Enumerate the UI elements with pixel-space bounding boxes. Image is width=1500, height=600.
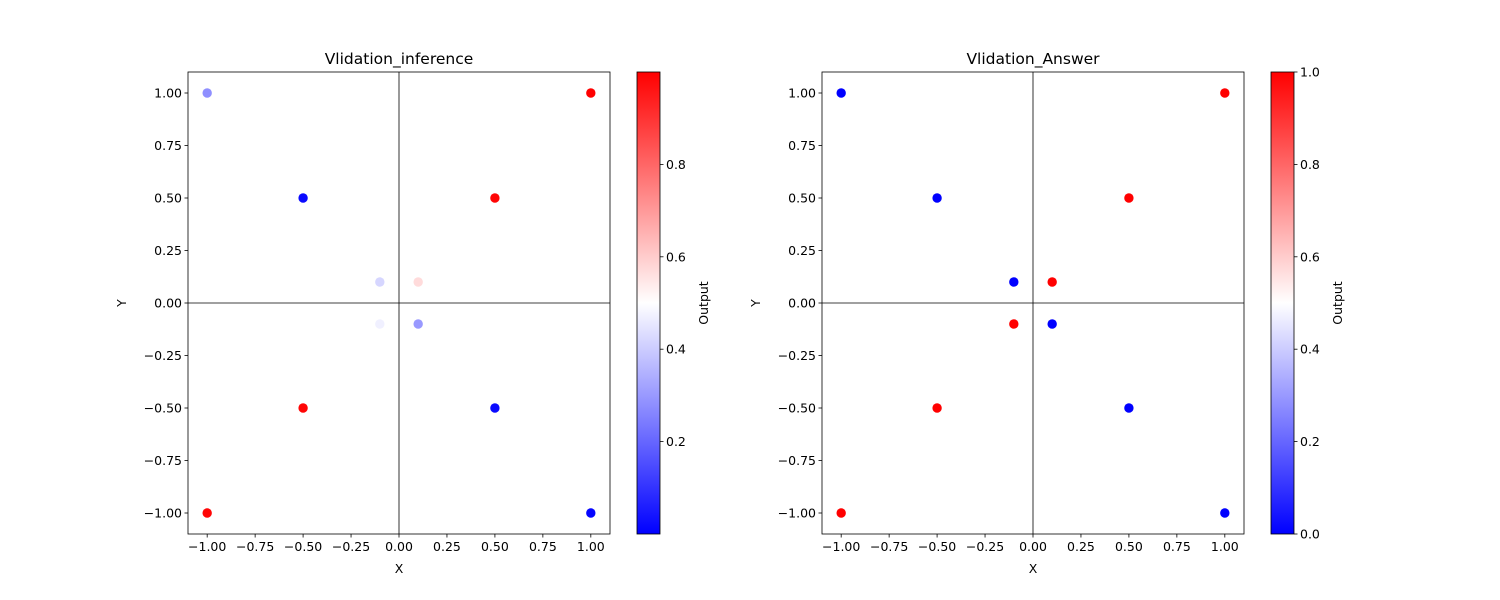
- colorbar-tick-label: 0.4: [1300, 342, 1320, 357]
- colorbar: [636, 71, 661, 535]
- data-point: [1124, 403, 1134, 413]
- y-tick-label: −0.25: [778, 348, 816, 363]
- x-tick-label: 1.00: [1211, 539, 1239, 554]
- x-tick-label: 1.00: [577, 539, 605, 554]
- colorbar-tick-label: 0.2: [1300, 434, 1320, 449]
- y-tick-label: −0.75: [778, 453, 816, 468]
- data-point: [1009, 319, 1019, 329]
- data-point: [490, 193, 500, 203]
- y-tick-label: 0.25: [788, 243, 816, 258]
- data-point: [490, 403, 500, 413]
- x-axis-label: X: [1029, 561, 1038, 576]
- data-point: [836, 88, 846, 98]
- data-point: [298, 193, 308, 203]
- y-tick-label: 0.00: [788, 296, 816, 311]
- colorbar-label: Output: [1330, 281, 1345, 325]
- x-tick-label: 0.00: [385, 539, 413, 554]
- y-tick-label: 0.75: [788, 138, 816, 153]
- x-tick-label: 0.75: [529, 539, 557, 554]
- y-tick-label: 0.25: [154, 243, 182, 258]
- colorbar-tick-label: 0.6: [1300, 249, 1320, 264]
- data-point: [298, 403, 308, 413]
- x-tick-label: 0.00: [1019, 539, 1047, 554]
- y-tick-label: −0.25: [144, 348, 182, 363]
- data-point: [836, 508, 846, 518]
- answer-panel: −1.00 −0.75 −0.50 −0.25 0.00 0.25 0.50 0.75 1.00…: [748, 50, 1345, 576]
- data-point: [1124, 193, 1134, 203]
- x-tick-label: 0.25: [433, 539, 461, 554]
- data-point: [1220, 508, 1230, 518]
- y-tick-label: 1.00: [154, 86, 182, 101]
- data-point: [586, 88, 596, 98]
- data-point: [202, 88, 212, 98]
- data-point: [375, 277, 385, 287]
- x-tick-label: 0.50: [481, 539, 509, 554]
- data-point: [932, 193, 942, 203]
- x-tick-label: −0.75: [236, 539, 274, 554]
- data-point: [1047, 277, 1057, 287]
- x-tick-label: −0.25: [332, 539, 370, 554]
- y-tick-label: 0.75: [154, 138, 182, 153]
- data-point: [932, 403, 942, 413]
- y-tick-label: −0.75: [144, 453, 182, 468]
- y-tick-label: 0.50: [154, 191, 182, 206]
- colorbar-label: Output: [696, 281, 711, 325]
- data-point: [1047, 319, 1057, 329]
- chart-title: Vlidation_inference: [325, 50, 474, 69]
- data-point: [375, 319, 385, 329]
- x-tick-label: −1.00: [822, 539, 860, 554]
- data-point: [586, 508, 596, 518]
- colorbar-tick-label: 1.0: [1300, 65, 1320, 80]
- x-tick-label: −0.50: [284, 539, 322, 554]
- inference-panel: −1.00 −0.75 −0.50 −0.25 0.00 0.25 0.50 0.75 1.00…: [114, 50, 711, 576]
- x-tick-label: −1.00: [188, 539, 226, 554]
- y-tick-label: −1.00: [144, 506, 182, 521]
- colorbar-tick-label: 0.2: [666, 434, 686, 449]
- y-axis-label: Y: [748, 299, 763, 308]
- y-tick-label: 1.00: [788, 86, 816, 101]
- x-tick-label: 0.25: [1067, 539, 1095, 554]
- colorbar-tick-label: 0.0: [1300, 527, 1320, 542]
- colorbar-tick-label: 0.6: [666, 249, 686, 264]
- y-tick-label: −0.50: [144, 401, 182, 416]
- y-tick-label: 0.50: [788, 191, 816, 206]
- data-point: [202, 508, 212, 518]
- x-axis-label: X: [395, 561, 404, 576]
- x-tick-label: 0.75: [1163, 539, 1191, 554]
- y-tick-label: −0.50: [778, 401, 816, 416]
- data-point: [1009, 277, 1019, 287]
- chart-title: Vlidation_Answer: [966, 50, 1100, 69]
- colorbar: [1270, 71, 1295, 535]
- data-point: [1220, 88, 1230, 98]
- data-point: [413, 319, 423, 329]
- y-axis-label: Y: [114, 299, 129, 308]
- data-point: [413, 277, 423, 287]
- colorbar-tick-label: 0.4: [666, 342, 686, 357]
- y-tick-label: 0.00: [154, 296, 182, 311]
- colorbar-tick-label: 0.8: [666, 157, 686, 172]
- colorbar-tick-label: 0.8: [1300, 157, 1320, 172]
- x-tick-label: −0.25: [966, 539, 1004, 554]
- y-tick-label: −1.00: [778, 506, 816, 521]
- x-tick-label: −0.50: [918, 539, 956, 554]
- x-tick-label: −0.75: [870, 539, 908, 554]
- x-tick-label: 0.50: [1115, 539, 1143, 554]
